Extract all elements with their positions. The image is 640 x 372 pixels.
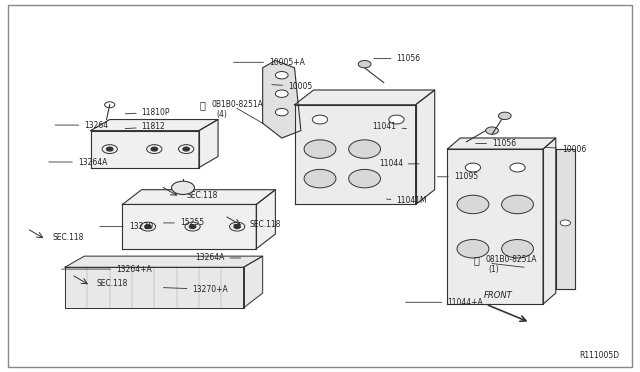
Text: (4): (4) <box>216 109 227 119</box>
Circle shape <box>560 220 570 226</box>
Circle shape <box>275 71 288 79</box>
Text: 0B1B0-8251A: 0B1B0-8251A <box>212 100 264 109</box>
Circle shape <box>457 240 489 258</box>
Circle shape <box>172 181 195 195</box>
Circle shape <box>106 147 113 151</box>
Polygon shape <box>543 138 556 304</box>
Polygon shape <box>122 190 275 205</box>
Circle shape <box>183 147 189 151</box>
Text: 11095: 11095 <box>438 172 478 181</box>
Text: 11044+A: 11044+A <box>406 298 483 307</box>
Text: 13264A: 13264A <box>49 157 108 167</box>
Polygon shape <box>294 105 415 205</box>
Text: 13270: 13270 <box>100 222 153 231</box>
Polygon shape <box>415 90 435 205</box>
Polygon shape <box>91 131 199 167</box>
Circle shape <box>502 240 534 258</box>
Circle shape <box>499 112 511 119</box>
Polygon shape <box>556 149 575 289</box>
Polygon shape <box>122 205 256 249</box>
Text: 11056: 11056 <box>476 139 516 148</box>
Circle shape <box>486 127 499 134</box>
Circle shape <box>510 163 525 172</box>
Text: 15255: 15255 <box>163 218 204 227</box>
Circle shape <box>389 115 404 124</box>
Polygon shape <box>91 119 218 131</box>
Text: R111005D: R111005D <box>579 350 620 359</box>
Polygon shape <box>262 61 301 138</box>
Text: 11041: 11041 <box>372 122 406 131</box>
Circle shape <box>151 147 157 151</box>
Text: 11041M: 11041M <box>387 196 427 205</box>
Text: 13264+A: 13264+A <box>61 264 152 273</box>
Text: (1): (1) <box>489 264 500 273</box>
Text: FRONT: FRONT <box>484 291 513 301</box>
Circle shape <box>502 195 534 214</box>
Text: 11810P: 11810P <box>125 108 170 117</box>
Text: 13264: 13264 <box>55 121 108 129</box>
Circle shape <box>349 169 381 188</box>
Text: SEC.118: SEC.118 <box>52 233 84 242</box>
Text: 10005+A: 10005+A <box>234 58 305 67</box>
Text: 081B0-8251A: 081B0-8251A <box>486 255 537 264</box>
Circle shape <box>312 115 328 124</box>
Circle shape <box>358 61 371 68</box>
Polygon shape <box>65 267 244 308</box>
Polygon shape <box>256 190 275 249</box>
Circle shape <box>189 225 196 228</box>
Polygon shape <box>447 149 543 304</box>
Circle shape <box>304 169 336 188</box>
Text: 11056: 11056 <box>374 54 420 63</box>
Text: 11812: 11812 <box>125 122 165 131</box>
Polygon shape <box>65 256 262 267</box>
Circle shape <box>145 225 151 228</box>
Text: 11044: 11044 <box>379 159 419 169</box>
Text: Ⓑ: Ⓑ <box>473 255 479 265</box>
Polygon shape <box>447 138 556 149</box>
Text: 10006: 10006 <box>546 145 586 154</box>
Text: SEC.118: SEC.118 <box>97 279 129 288</box>
Polygon shape <box>199 119 218 167</box>
Text: SEC.118: SEC.118 <box>186 191 218 200</box>
Circle shape <box>457 195 489 214</box>
Circle shape <box>465 163 481 172</box>
Polygon shape <box>244 256 262 308</box>
Text: 13270+A: 13270+A <box>163 285 228 294</box>
Circle shape <box>349 140 381 158</box>
Polygon shape <box>294 90 435 105</box>
Circle shape <box>234 225 241 228</box>
Text: SEC.118: SEC.118 <box>250 220 282 229</box>
Text: 13264A: 13264A <box>195 253 241 263</box>
Text: 10005: 10005 <box>272 82 312 91</box>
Circle shape <box>275 109 288 116</box>
Circle shape <box>275 90 288 97</box>
Circle shape <box>304 140 336 158</box>
Text: Ⓑ: Ⓑ <box>199 100 205 110</box>
